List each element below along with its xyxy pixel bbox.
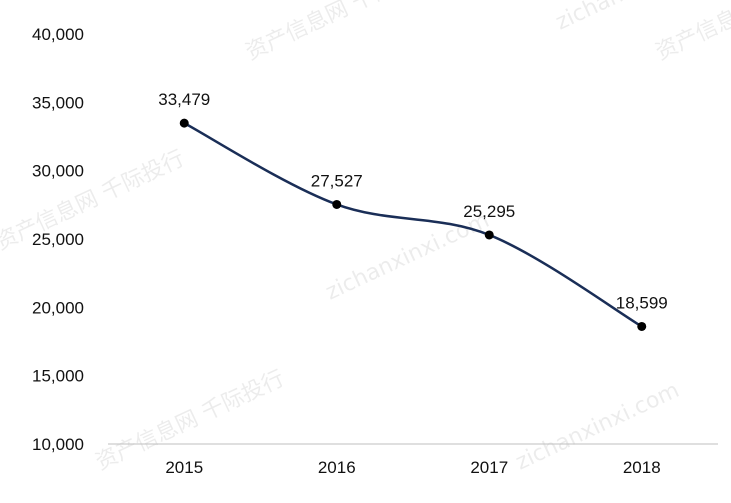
data-label: 18,599 <box>616 293 668 312</box>
y-tick-label: 40,000 <box>32 25 84 44</box>
x-tick-label: 2015 <box>165 458 203 477</box>
data-label: 33,479 <box>158 90 210 109</box>
data-label: 25,295 <box>463 202 515 221</box>
x-axis-ticks: 2015 2016 2017 2018 <box>165 458 660 477</box>
y-tick-label: 15,000 <box>32 367 84 386</box>
data-point <box>637 321 647 331</box>
y-tick-label: 35,000 <box>32 93 84 112</box>
watermark-text: zichanxinxi.com <box>322 208 493 306</box>
data-label: 27,527 <box>311 171 363 190</box>
data-point <box>179 118 189 128</box>
y-tick-label: 20,000 <box>32 298 84 317</box>
x-tick-label: 2017 <box>470 458 508 477</box>
data-labels: 33,479 27,527 25,295 18,599 <box>158 90 668 312</box>
watermark-text: 资产信息网 千际投行 <box>0 146 188 255</box>
series-line <box>183 122 643 328</box>
y-tick-label: 25,000 <box>32 230 84 249</box>
watermark-text: 资产信息网 千际投行 <box>242 0 438 65</box>
data-point <box>484 230 494 240</box>
watermark-text: 资产信息网 千际投行 <box>652 0 731 65</box>
y-axis-ticks: 10,000 15,000 20,000 25,000 30,000 35,000 40,0… <box>32 25 84 454</box>
y-tick-label: 30,000 <box>32 162 84 181</box>
data-point <box>332 199 342 209</box>
x-tick-label: 2016 <box>318 458 356 477</box>
y-tick-label: 10,000 <box>32 435 84 454</box>
data-points <box>179 118 647 331</box>
x-tick-label: 2018 <box>623 458 661 477</box>
